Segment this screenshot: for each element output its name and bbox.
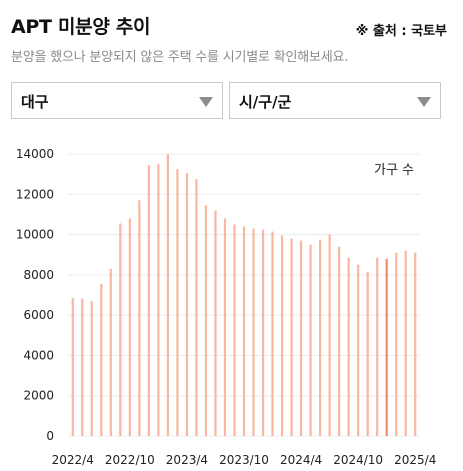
x-tick-label: 2022/10 <box>105 453 155 467</box>
bar-2022-11[interactable] <box>138 200 141 436</box>
y-tick-label: 4000 <box>23 348 54 362</box>
bar-2022-9[interactable] <box>119 223 122 436</box>
district-select[interactable]: 시/구/군 <box>229 82 441 119</box>
bar-2023-3[interactable] <box>176 169 179 437</box>
bar-2022-10[interactable] <box>128 218 131 436</box>
y-tick-label: 10000 <box>16 228 54 242</box>
chart-unit-label: 가구 수 <box>374 163 414 178</box>
y-tick-label: 8000 <box>23 268 54 282</box>
bar-2022-12[interactable] <box>147 165 150 436</box>
bar-2024-1[interactable] <box>271 231 274 436</box>
page-title: APT 미분양 추이 <box>11 16 151 38</box>
bar-2023-1[interactable] <box>157 164 160 436</box>
bar-2023-9[interactable] <box>233 224 236 437</box>
bar-2022-6[interactable] <box>90 301 93 436</box>
x-tick-label: 2022/4 <box>52 453 94 467</box>
region-select[interactable]: 대구 <box>11 82 223 119</box>
chart-bars <box>71 154 417 437</box>
x-tick-label: 2024/10 <box>333 453 383 467</box>
bar-2023-11[interactable] <box>252 228 255 436</box>
bar-2024-7[interactable] <box>328 234 331 436</box>
bar-2022-7[interactable] <box>100 283 103 436</box>
bar-2024-6[interactable] <box>319 239 322 436</box>
bar-2024-12[interactable] <box>376 257 379 436</box>
bar-2024-10[interactable] <box>357 264 360 436</box>
bar-2023-10[interactable] <box>242 226 246 436</box>
y-tick-label: 0 <box>46 429 54 443</box>
bar-2024-2[interactable] <box>280 235 284 436</box>
bar-2022-8[interactable] <box>109 268 112 436</box>
bar-2024-5[interactable] <box>309 244 312 436</box>
bar-2024-4[interactable] <box>299 240 303 436</box>
bar-2023-12[interactable] <box>261 229 265 436</box>
bar-2023-8[interactable] <box>223 218 227 436</box>
x-tick-label: 2023/4 <box>166 453 208 467</box>
bar-2024-8[interactable] <box>338 246 341 436</box>
bar-2024-3[interactable] <box>290 238 293 436</box>
bar-2023-2[interactable] <box>166 154 169 436</box>
y-axis: 0 2000 4000 6000 8000 10000 12000 14000 <box>16 147 54 443</box>
x-axis: 2022/4 2022/10 2023/4 2023/10 2024/4 2024/10 2… <box>52 453 437 467</box>
bar-2024-9[interactable] <box>347 257 350 436</box>
bar-2022-5[interactable] <box>81 298 84 436</box>
y-tick-label: 2000 <box>23 389 54 403</box>
bar-2022-4[interactable] <box>71 298 74 436</box>
bar-2025-4[interactable] <box>414 252 417 436</box>
y-tick-label: 12000 <box>16 187 54 201</box>
source-note: ※ 출처 : 국토부 <box>355 24 447 39</box>
x-tick-label: 2023/10 <box>219 453 269 467</box>
bar-2025-3[interactable] <box>404 250 407 436</box>
bar-2024-11[interactable] <box>366 271 369 436</box>
bar-2023-4[interactable] <box>185 173 189 436</box>
region-select-value: 대구 <box>21 93 49 111</box>
bar-2023-7[interactable] <box>214 210 217 436</box>
bar-2023-6[interactable] <box>204 205 208 436</box>
bar-2025-2[interactable] <box>395 252 398 436</box>
y-tick-label: 6000 <box>23 308 54 322</box>
x-tick-label: 2025/4 <box>394 453 436 467</box>
chevron-down-icon <box>199 97 213 107</box>
district-select-value: 시/구/군 <box>239 93 292 111</box>
bar-2025-1[interactable] <box>385 258 388 436</box>
y-tick-label: 14000 <box>16 147 54 161</box>
page-subtitle: 분양을 했으나 분양되지 않은 주택 수를 시기별로 확인해보세요. <box>11 50 349 65</box>
bar-2023-5[interactable] <box>195 179 198 436</box>
x-tick-label: 2024/4 <box>280 453 322 467</box>
chevron-down-icon <box>417 97 431 107</box>
